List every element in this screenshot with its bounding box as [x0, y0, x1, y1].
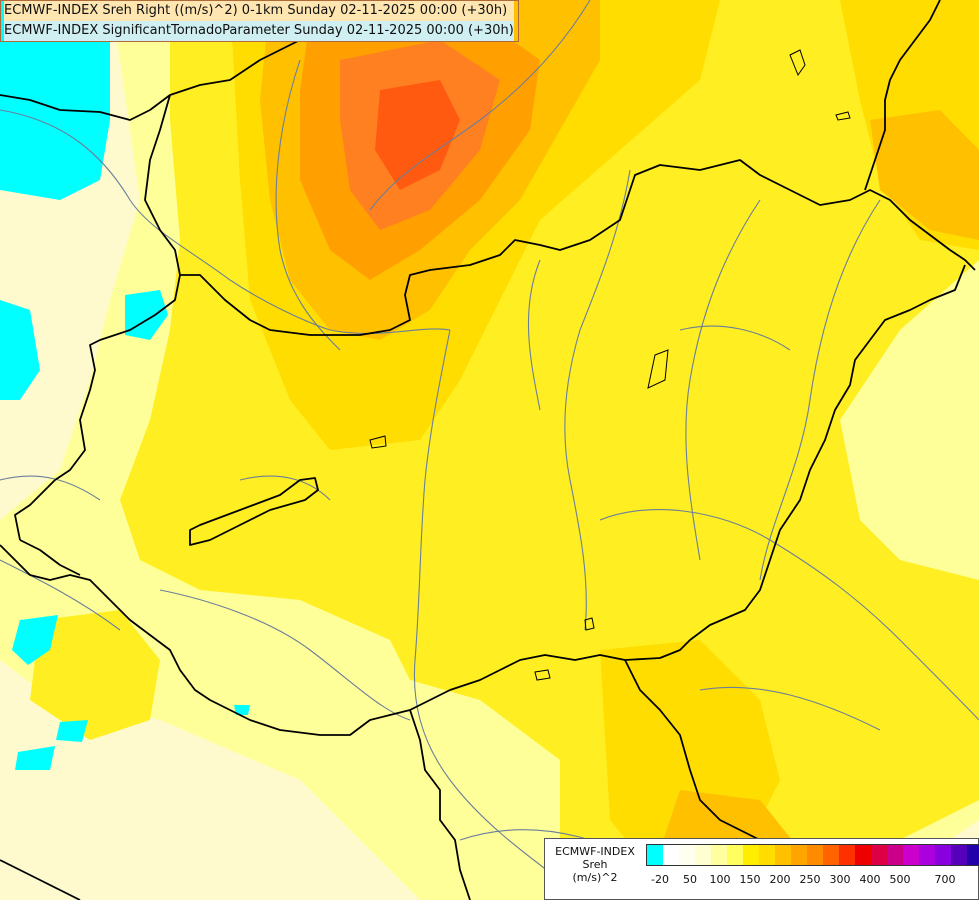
legend-tick-label: 250	[799, 873, 821, 886]
legend-swatch	[967, 845, 979, 865]
legend-swatch	[823, 845, 839, 865]
color-legend: ECMWF-INDEX Sreh (m/s)^2 -20 50 100 150 200 2…	[544, 838, 979, 900]
field-cyan-small-3	[56, 720, 88, 742]
legend-swatch	[679, 845, 695, 865]
legend-tick-label: 300	[829, 873, 851, 886]
legend-tick-label: 100	[709, 873, 731, 886]
rivers	[0, 0, 979, 881]
legend-swatch	[775, 845, 791, 865]
legend-title-unit: (m/s)^2	[572, 871, 618, 884]
legend-swatch	[919, 845, 935, 865]
legend-swatch	[663, 845, 679, 865]
field-cyan-west	[0, 300, 40, 400]
field-cyan-small-5	[234, 705, 250, 715]
legend-swatches	[646, 844, 979, 866]
legend-title-model: ECMWF-INDEX	[555, 845, 635, 858]
legend-swatch	[791, 845, 807, 865]
legend-swatch	[695, 845, 711, 865]
title-line-sreh: ECMWF-INDEX Sreh Right ((m/s)^2) 0-1km S…	[4, 1, 514, 21]
field-red-orange	[375, 80, 460, 190]
title-line-stp: ECMWF-INDEX SignificantTornadoParameter …	[4, 21, 514, 41]
legend-swatch	[887, 845, 903, 865]
field-cyan-small-2	[12, 615, 58, 665]
legend-swatch	[951, 845, 967, 865]
legend-swatch	[935, 845, 951, 865]
legend-swatch	[647, 845, 663, 865]
legend-ticks: -20 50 100 150 200 250 300 400 500 700	[646, 873, 976, 889]
legend-swatch	[743, 845, 759, 865]
legend-swatch	[903, 845, 919, 865]
legend-title-variable: Sreh	[582, 858, 608, 871]
legend-tick-label: 150	[739, 873, 761, 886]
legend-swatch	[855, 845, 871, 865]
field-yellow-west	[30, 610, 160, 740]
legend-swatch	[871, 845, 887, 865]
legend-swatch	[759, 845, 775, 865]
field-cyan-northwest	[0, 0, 110, 200]
legend-tick-label: 500	[889, 873, 911, 886]
field-cyan-small-4	[15, 746, 55, 770]
legend-tick-label: -20	[651, 873, 669, 886]
legend-tick-label: 700	[934, 873, 956, 886]
legend-swatch	[711, 845, 727, 865]
legend-tick-label: 200	[769, 873, 791, 886]
field-amber-ne	[870, 110, 979, 240]
small-outlines	[369, 49, 851, 681]
legend-swatch	[839, 845, 855, 865]
legend-swatch	[727, 845, 743, 865]
legend-swatch	[807, 845, 823, 865]
map-title: ECMWF-INDEX Sreh Right ((m/s)^2) 0-1km S…	[0, 0, 519, 42]
legend-title: ECMWF-INDEX Sreh (m/s)^2	[547, 845, 643, 884]
legend-tick-label: 50	[683, 873, 697, 886]
legend-tick-label: 400	[859, 873, 881, 886]
